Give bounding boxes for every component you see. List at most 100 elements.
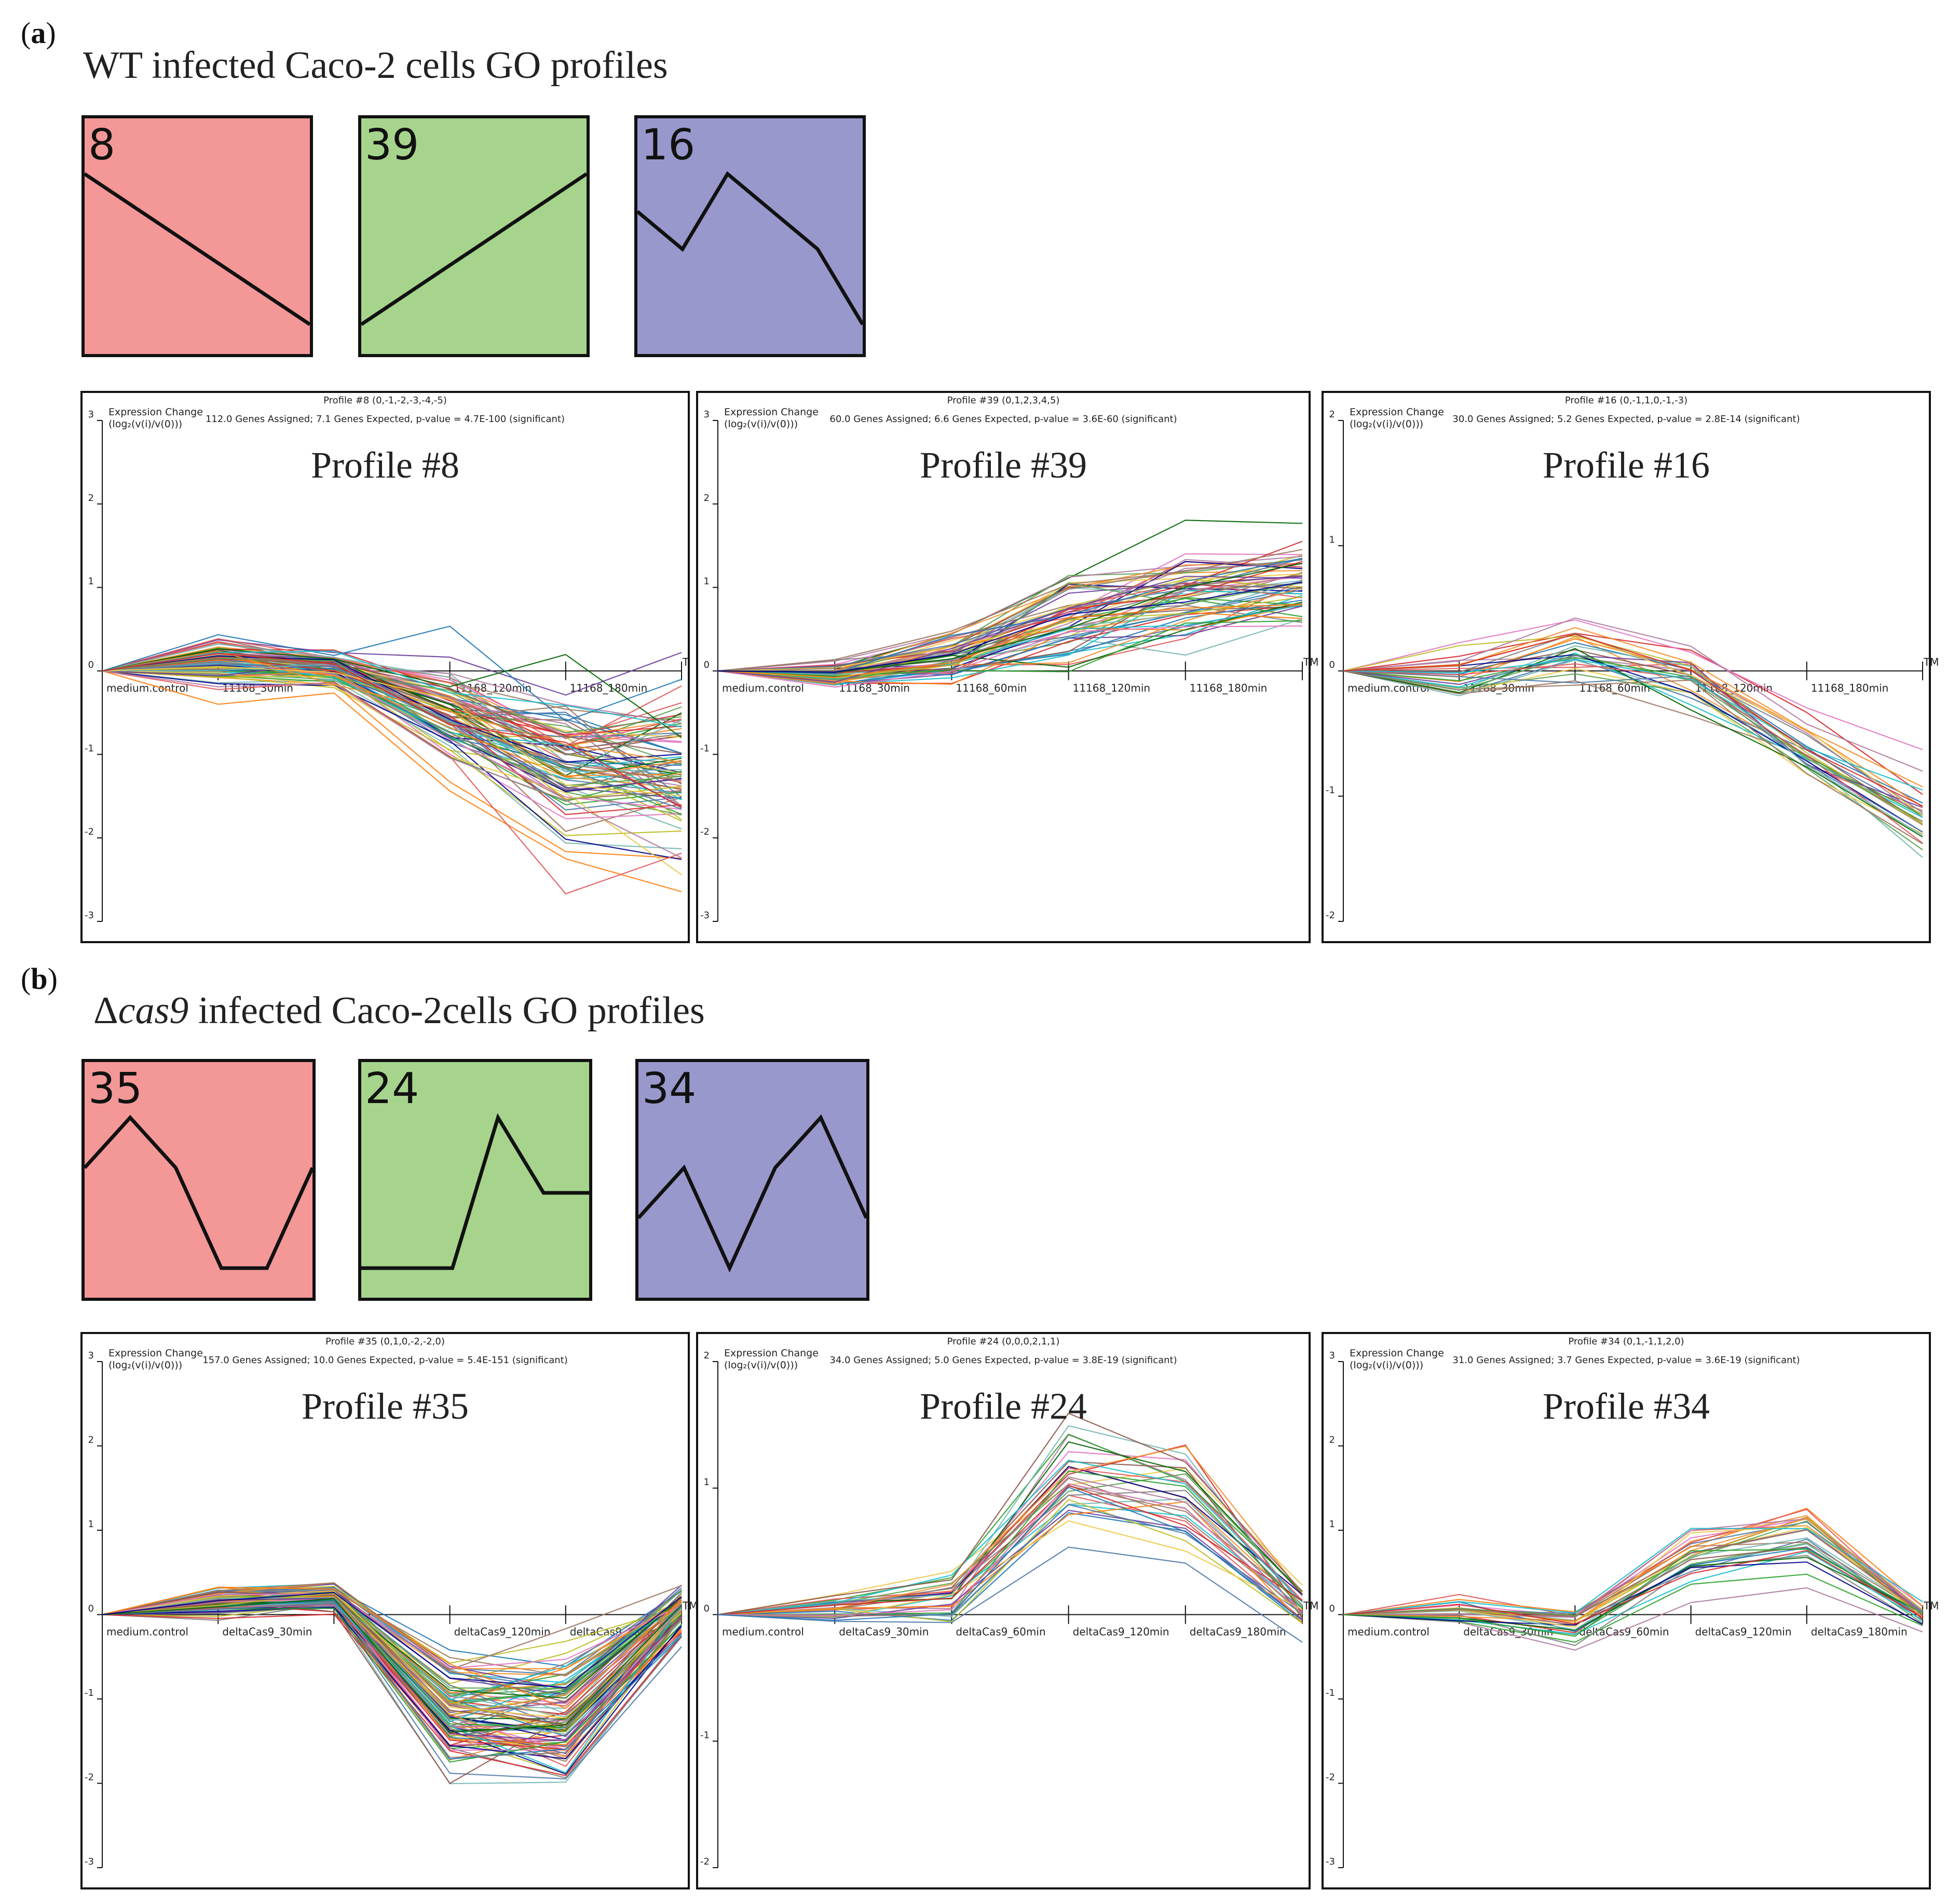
panel-a-title: WT infected Caco-2 cells GO profiles — [83, 44, 668, 87]
y-tick-label: -1 — [700, 1730, 710, 1740]
y-tick-label: 0 — [1329, 1603, 1335, 1614]
chart-header-line2: 34.0 Genes Assigned; 5.0 Genes Expected,… — [829, 1355, 1177, 1366]
x-tick-label: deltaCas9_180min — [1190, 1626, 1286, 1638]
y-tick-label: 3 — [88, 1350, 94, 1361]
x-tick-label: medium.control — [1347, 1626, 1429, 1638]
chart-header-line2: 60.0 Genes Assigned; 6.6 Genes Expected,… — [829, 414, 1177, 425]
chart-header-line1: Profile #34 (0,1,-1,1,2,0) — [1568, 1336, 1684, 1347]
y-tick-label: 2 — [1329, 1435, 1335, 1446]
x-tick-label: 11168_180min — [1811, 682, 1889, 695]
chart-header-line1: Profile #8 (0,-1,-2,-3,-4,-5) — [323, 395, 447, 406]
y-axis-label-units: (log₂(v(i)/v(0))) — [724, 1359, 798, 1371]
gene-series-line — [102, 650, 682, 763]
x-tick-label: medium.control — [722, 682, 804, 695]
profile-title: Profile #8 — [311, 444, 459, 486]
x-tick-label: deltaCas9_60min — [956, 1626, 1045, 1638]
y-tick-label: -3 — [85, 1856, 94, 1867]
gene-series-line — [1343, 619, 1923, 751]
prototype-line — [637, 1114, 868, 1273]
gene-series-line — [102, 670, 682, 895]
gene-series-line — [1343, 1529, 1923, 1617]
chart-header-line1: Profile #16 (0,-1,1,0,-1,-3) — [1565, 395, 1687, 406]
y-tick-label: 2 — [88, 1435, 94, 1446]
gene-series-line — [1343, 659, 1923, 791]
prototype-box — [358, 1059, 592, 1301]
y-tick-label: 1 — [88, 576, 94, 587]
panel-b-tag: (b) — [21, 962, 58, 996]
gene-series-line — [717, 1486, 1303, 1621]
y-tick-label: -1 — [85, 743, 94, 754]
prototype-line — [84, 172, 311, 326]
y-tick-label: -2 — [1326, 910, 1335, 921]
y-tick-label: 0 — [88, 660, 94, 671]
gene-series-line — [717, 1483, 1303, 1616]
y-tick-label: 0 — [1329, 660, 1335, 671]
gene-series-line — [102, 652, 682, 808]
chart-header-line2: 112.0 Genes Assigned; 7.1 Genes Expected… — [206, 414, 565, 425]
gene-series-line — [102, 639, 682, 696]
gene-series-line — [717, 618, 1303, 686]
gene-series-line — [717, 1459, 1303, 1615]
profile-title: Profile #24 — [920, 1385, 1087, 1427]
y-tick-label: 1 — [704, 1477, 710, 1488]
gene-series-line — [102, 650, 682, 728]
gene-series-line — [102, 1602, 682, 1779]
y-tick-label: -1 — [1326, 1688, 1335, 1698]
y-tick-label: 1 — [1329, 1519, 1335, 1530]
y-tick-label: -1 — [1326, 785, 1335, 796]
y-tick-label: -2 — [700, 1856, 710, 1867]
y-tick-label: 2 — [704, 1350, 710, 1361]
gene-series-line — [1343, 655, 1923, 808]
x-tick-label: deltaCas9_30min — [839, 1626, 929, 1638]
x-tick-label: deltaCas9_60min — [1579, 1626, 1669, 1638]
profile-title: Profile #39 — [920, 444, 1087, 486]
prototype-line — [636, 171, 865, 325]
gene-series-line — [717, 604, 1303, 678]
x-axis-time-label: TM — [1303, 656, 1318, 669]
profile-chart-24: Profile #24 (0,0,0,2,1,1) 34.0 Genes Assi… — [696, 1332, 1318, 1889]
prototype-box — [634, 115, 866, 357]
prototype-line — [360, 172, 588, 326]
gene-series-line — [102, 661, 682, 791]
y-axis-label: Expression Change — [1350, 406, 1444, 418]
gene-series-line — [717, 557, 1303, 674]
gene-series-line — [102, 670, 682, 859]
panel-b-title: Δcas9 infected Caco-2cells GO profiles — [93, 989, 705, 1033]
y-tick-label: -3 — [700, 910, 710, 921]
prototype-number: 35 — [88, 1064, 142, 1113]
gene-series-line — [717, 1467, 1303, 1615]
gene-series-line — [1343, 633, 1923, 807]
y-tick-label: -3 — [85, 910, 94, 921]
y-tick-label: -1 — [700, 743, 710, 754]
y-tick-label: -2 — [1326, 1772, 1335, 1783]
gene-series-line — [1343, 659, 1923, 858]
gene-series-line — [717, 1433, 1303, 1615]
prototype-thumbnail-24: 24 — [358, 1059, 592, 1301]
profile-chart-34: Profile #34 (0,1,-1,1,2,0) 31.0 Genes Ass… — [1322, 1332, 1939, 1889]
gene-series-line — [102, 670, 682, 892]
y-tick-label: 2 — [704, 493, 710, 504]
y-axis-label-units: (log₂(v(i)/v(0))) — [108, 1359, 182, 1371]
y-tick-label: 0 — [704, 660, 710, 671]
chart-header-line1: Profile #35 (0,1,0,-2,-2,0) — [325, 1336, 445, 1347]
prototype-box — [81, 115, 313, 357]
x-axis-time-label: TM — [1923, 1600, 1939, 1612]
gene-series-line — [102, 1590, 682, 1719]
x-tick-label: 11168_120min — [1073, 682, 1151, 695]
y-tick-label: -2 — [85, 1772, 94, 1783]
x-axis-time-label: TM — [1303, 1600, 1318, 1612]
y-axis-label: Expression Change — [108, 406, 203, 418]
y-tick-label: 3 — [1329, 1350, 1335, 1361]
x-axis-time-label: TM — [1923, 656, 1939, 669]
prototype-thumbnail-39: 39 — [358, 115, 590, 357]
prototype-number: 39 — [365, 120, 419, 170]
gene-series-line — [1343, 1548, 1923, 1637]
gene-series-line — [102, 625, 682, 722]
x-tick-label: deltaCas9_120min — [454, 1626, 551, 1638]
profile-chart-35: Profile #35 (0,1,0,-2,-2,0) 157.0 Genes A… — [80, 1332, 698, 1889]
gene-series-line — [1343, 632, 1923, 795]
gene-series-line — [717, 1445, 1303, 1615]
y-tick-label: 0 — [88, 1603, 94, 1614]
chart-header-line2: 30.0 Genes Assigned; 5.2 Genes Expected,… — [1452, 414, 1800, 425]
